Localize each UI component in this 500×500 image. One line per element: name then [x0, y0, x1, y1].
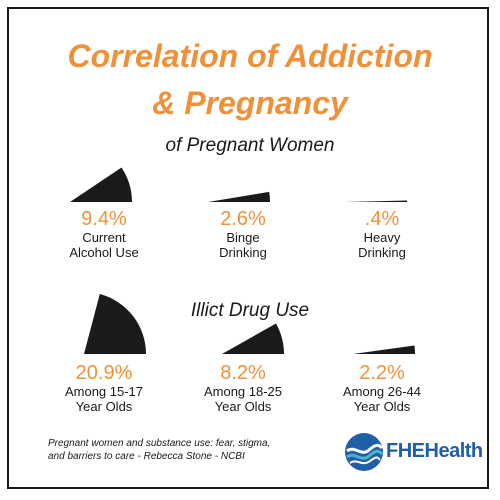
stat-label-line: Year Olds	[353, 399, 411, 414]
citation-line: Pregnant women and substance use: fear, …	[48, 438, 271, 449]
pie-wedge-current-alcohol-use	[70, 167, 132, 202]
source-citation: Pregnant women and substance use: fear, …	[48, 437, 348, 463]
stat-value: 20.9%	[75, 362, 133, 384]
stat-label-line: Among 15-17	[64, 384, 144, 399]
stat-label-line: Current	[82, 230, 126, 245]
stat-label-line: Year Olds	[214, 399, 272, 414]
logo-wordmark: FHEHealth	[386, 440, 483, 462]
stat-age-26-44: 2.2% Among 26-44 Year Olds	[307, 362, 457, 414]
stat-binge-drinking: 2.6% Binge Drinking	[168, 208, 318, 260]
logo-wave-icon	[345, 433, 384, 471]
pie-wedge-heavy-drinking	[345, 200, 407, 202]
title-line-1: Correlation of Addiction	[67, 38, 433, 74]
title-line-2: & Pregnancy	[152, 85, 348, 121]
stat-value: .4%	[364, 208, 400, 230]
fhe-health-logo: FHEHealth	[342, 430, 483, 474]
section-2-heading: Illict Drug Use	[190, 300, 310, 321]
pie-wedge-among-26-44-year-olds	[353, 345, 415, 354]
stat-label-line: Alcohol Use	[69, 245, 139, 260]
stat-label-line: Among 26-44	[342, 384, 422, 399]
pie-wedge-binge-drinking	[208, 191, 270, 202]
stat-label-line: Heavy	[363, 230, 401, 245]
citation-line: and barriers to care - Rebecca Stone - N…	[48, 451, 245, 462]
stat-label-line: Binge	[226, 230, 260, 245]
stat-value: 2.2%	[359, 362, 405, 384]
pie-wedge-among-18-25-year-olds	[222, 323, 284, 354]
infographic-frame	[7, 7, 489, 489]
stat-label-line: Drinking	[358, 245, 406, 260]
section-1-heading: of Pregnant Women	[165, 135, 335, 156]
stat-label-line: Among 18-25	[203, 384, 283, 399]
stat-label-line: Year Olds	[75, 399, 133, 414]
stat-heavy-drinking: .4% Heavy Drinking	[307, 208, 457, 260]
stat-label-line: Drinking	[219, 245, 267, 260]
stat-age-18-25: 8.2% Among 18-25 Year Olds	[168, 362, 318, 414]
stat-value: 8.2%	[220, 362, 266, 384]
stat-value: 9.4%	[81, 208, 127, 230]
stat-value: 2.6%	[220, 208, 266, 230]
stat-age-15-17: 20.9% Among 15-17 Year Olds	[29, 362, 179, 414]
pie-wedge-among-15-17-year-olds	[84, 294, 146, 354]
stat-alcohol-use: 9.4% Current Alcohol Use	[29, 208, 179, 260]
